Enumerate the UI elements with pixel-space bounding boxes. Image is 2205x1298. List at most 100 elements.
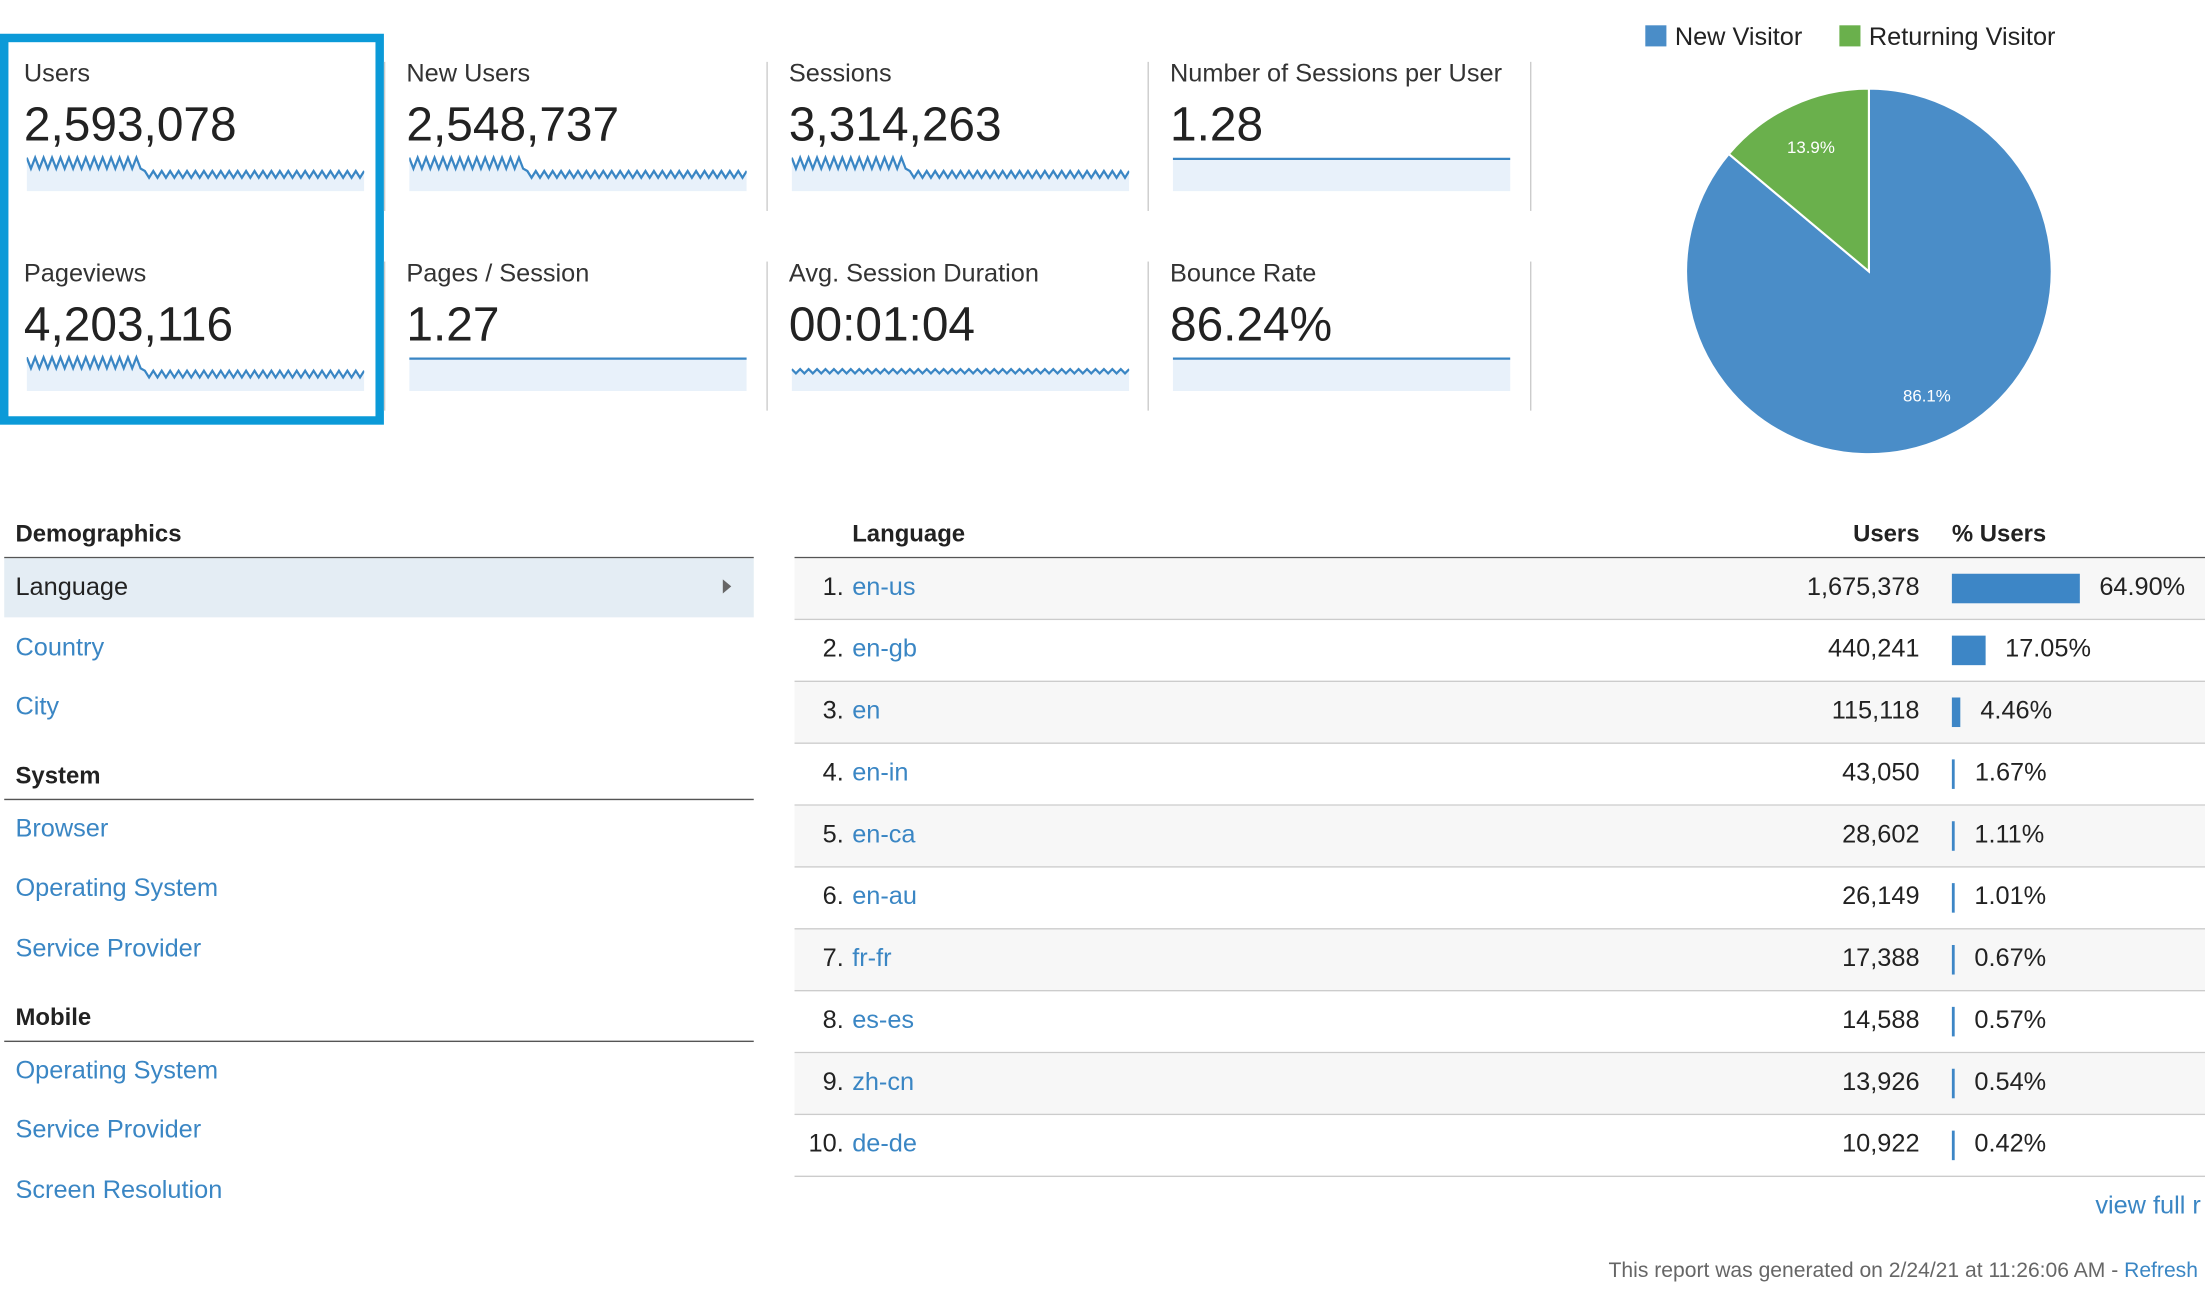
divider bbox=[383, 261, 386, 411]
table-row bbox=[794, 1053, 2205, 1116]
sparkline bbox=[409, 154, 747, 192]
table-row bbox=[794, 867, 2205, 930]
metric-value: 2,593,078 bbox=[23, 98, 237, 152]
sparkline bbox=[791, 154, 1130, 192]
metric-label[interactable]: Number of Sessions per User bbox=[1170, 59, 1503, 88]
selected-metric-box bbox=[0, 33, 384, 425]
row-language[interactable]: fr-fr bbox=[852, 943, 892, 972]
sparkline-area bbox=[791, 369, 1130, 391]
view-full-report[interactable]: view full r bbox=[2095, 1191, 2201, 1220]
metric-label[interactable]: Users bbox=[23, 59, 91, 88]
metric-label[interactable]: Pages / Session bbox=[406, 258, 590, 287]
percent-label: 0.54% bbox=[1974, 1067, 2047, 1096]
table-header-line bbox=[794, 556, 2205, 559]
row-language[interactable]: zh-cn bbox=[852, 1067, 915, 1096]
row-rank: 2. bbox=[822, 634, 844, 663]
divider bbox=[766, 61, 768, 211]
divider bbox=[1530, 61, 1532, 211]
metric-value: 2,548,737 bbox=[406, 98, 620, 152]
nav-item[interactable]: Service Provider bbox=[15, 1115, 202, 1144]
row-rank: 4. bbox=[822, 757, 844, 787]
table-header: Users bbox=[1853, 520, 1920, 548]
metric-value: 00:01:04 bbox=[788, 298, 976, 352]
row-language[interactable]: en-au bbox=[852, 881, 917, 910]
row-users: 26,149 bbox=[1842, 881, 1920, 910]
row-rank: 7. bbox=[822, 943, 844, 972]
sparkline bbox=[791, 367, 1130, 391]
nav-item[interactable]: Browser bbox=[15, 813, 109, 843]
sparkline bbox=[26, 354, 365, 391]
row-language[interactable]: en-gb bbox=[852, 634, 917, 663]
percent-bar bbox=[1951, 821, 1955, 851]
row-language[interactable]: en-us bbox=[852, 572, 916, 601]
table-header: Language bbox=[852, 520, 966, 548]
nav-item[interactable]: Screen Resolution bbox=[15, 1175, 223, 1204]
percent-bar bbox=[1951, 573, 2080, 604]
row-users: 28,602 bbox=[1842, 819, 1920, 848]
nav-section-title: Demographics bbox=[15, 520, 182, 548]
percent-bar bbox=[1951, 1130, 1955, 1161]
metric-label[interactable]: Pageviews bbox=[23, 258, 147, 287]
nav-item[interactable]: Operating System bbox=[15, 873, 219, 902]
percent-bar bbox=[1951, 945, 1955, 975]
metric-value: 3,314,263 bbox=[788, 98, 1002, 152]
metric-value: 1.28 bbox=[1170, 98, 1264, 152]
row-rank: 3. bbox=[822, 696, 844, 725]
row-users: 440,241 bbox=[1828, 634, 1920, 663]
metric-label[interactable]: Sessions bbox=[788, 59, 892, 88]
table-row bbox=[794, 743, 2205, 806]
divider bbox=[1147, 261, 1149, 411]
sparkline-line bbox=[409, 154, 747, 180]
percent-bar bbox=[1951, 697, 1961, 728]
table-row bbox=[794, 991, 2205, 1054]
nav-item[interactable]: Country bbox=[15, 632, 105, 661]
table-row bbox=[794, 1115, 2205, 1178]
row-users: 115,118 bbox=[1831, 696, 1920, 725]
row-users: 1,675,378 bbox=[1806, 572, 1920, 601]
percent-label: 1.11% bbox=[1974, 819, 2045, 848]
divider bbox=[383, 61, 386, 211]
legend-label: New Visitor bbox=[1675, 23, 1802, 51]
pie-label: 86.1% bbox=[1903, 386, 1951, 405]
sparkline bbox=[1172, 157, 1511, 192]
nav-item[interactable]: Operating System bbox=[15, 1055, 219, 1084]
sparkline-area bbox=[26, 157, 365, 192]
nav-item[interactable]: Language bbox=[15, 572, 129, 601]
percent-label: 4.46% bbox=[1980, 696, 2053, 725]
percent-label: 64.90% bbox=[2099, 572, 2186, 601]
nav-item[interactable]: City bbox=[15, 692, 60, 721]
row-language[interactable]: en-in bbox=[852, 757, 909, 787]
sparkline-area bbox=[409, 358, 747, 391]
sparkline-area bbox=[26, 357, 365, 391]
row-language[interactable]: de-de bbox=[852, 1129, 917, 1158]
nav-active-bg bbox=[4, 558, 754, 618]
metric-label[interactable]: Avg. Session Duration bbox=[788, 258, 1039, 287]
percent-label: 0.57% bbox=[1974, 1005, 2047, 1034]
footer-text: This report was generated on 2/24/21 at … bbox=[1608, 1258, 2125, 1283]
table-row bbox=[794, 682, 2205, 744]
metric-value: 86.24% bbox=[1170, 298, 1333, 352]
row-language[interactable]: es-es bbox=[852, 1005, 915, 1034]
row-users: 17,388 bbox=[1842, 943, 1920, 972]
nav-divider bbox=[4, 1040, 754, 1042]
divider bbox=[1530, 261, 1532, 411]
nav-item[interactable]: Service Provider bbox=[15, 933, 202, 962]
nav-divider bbox=[4, 556, 754, 559]
nav-arrow bbox=[722, 579, 732, 594]
nav-divider bbox=[4, 798, 754, 800]
row-language[interactable]: en bbox=[852, 696, 881, 725]
metric-label[interactable]: New Users bbox=[406, 59, 531, 88]
percent-label: 0.42% bbox=[1974, 1129, 2047, 1158]
metric-value: 4,203,116 bbox=[23, 298, 234, 352]
sparkline bbox=[409, 357, 747, 391]
row-language[interactable]: en-ca bbox=[852, 819, 916, 848]
pie-slice bbox=[1727, 87, 1870, 274]
refresh-link[interactable]: Refresh bbox=[2124, 1258, 2198, 1283]
metric-label[interactable]: Bounce Rate bbox=[1170, 258, 1317, 287]
row-users: 13,926 bbox=[1842, 1067, 1920, 1096]
nav-section-title: Mobile bbox=[15, 1003, 92, 1031]
pie-chart: New Visitor Returning Visitor 86.1% 13.9% bbox=[1645, 23, 2055, 456]
sparkline-area bbox=[1172, 158, 1511, 192]
